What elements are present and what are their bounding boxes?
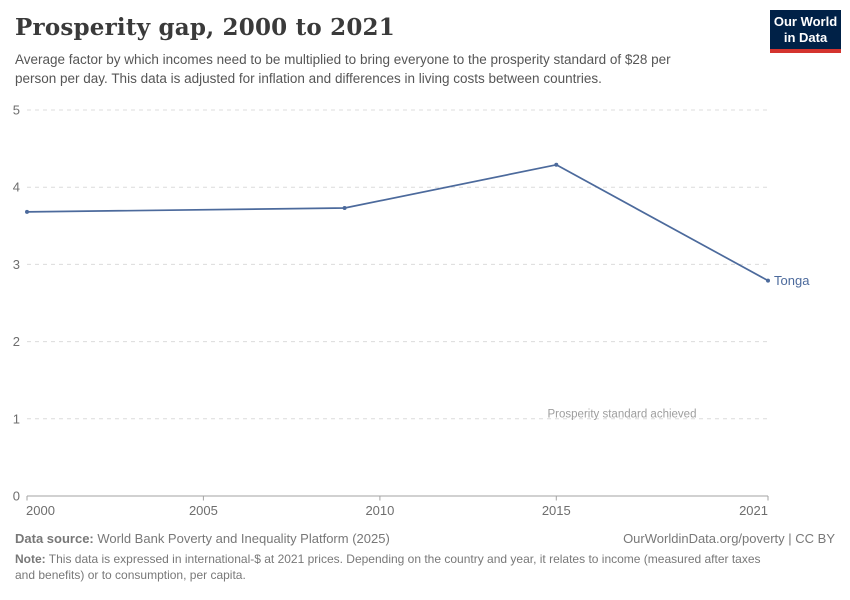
data-point[interactable] bbox=[25, 209, 29, 214]
source-row: Data source: World Bank Poverty and Ineq… bbox=[15, 530, 835, 547]
data-source-label: Data source: bbox=[15, 531, 94, 546]
y-tick-label: 2 bbox=[13, 334, 20, 349]
data-source: Data source: World Bank Poverty and Ineq… bbox=[15, 530, 390, 547]
owid-link[interactable]: OurWorldinData.org/poverty | CC BY bbox=[623, 531, 835, 546]
owid-logo-red-bar bbox=[770, 49, 841, 53]
owid-logo[interactable]: Our World in Data bbox=[770, 10, 841, 53]
chart-header: Prosperity gap, 2000 to 2021 Average fac… bbox=[15, 13, 755, 88]
y-tick-label: 4 bbox=[13, 180, 20, 195]
chart-footer: Data source: World Bank Poverty and Ineq… bbox=[15, 530, 835, 583]
owid-logo-line-1: Our World bbox=[773, 14, 838, 29]
note-line-2: and benefits) or to consumption, per cap… bbox=[15, 567, 246, 582]
series-line-tonga[interactable] bbox=[26, 163, 769, 282]
y-tick-label: 3 bbox=[13, 257, 20, 272]
subtitle-line-1: Average factor by which incomes need to … bbox=[15, 52, 671, 67]
page-title: Prosperity gap, 2000 to 2021 bbox=[15, 14, 395, 41]
series-end-label[interactable]: Tonga bbox=[774, 273, 810, 288]
data-source-text: World Bank Poverty and Inequality Platfo… bbox=[93, 531, 390, 546]
y-tick-label: 1 bbox=[13, 411, 20, 426]
y-tick-label: 5 bbox=[13, 103, 20, 118]
note-label: Note: bbox=[15, 552, 46, 566]
note-line-1: Note: This data is expressed in internat… bbox=[15, 552, 835, 568]
owid-logo-line-2: in Data bbox=[783, 30, 828, 45]
data-point[interactable] bbox=[766, 278, 770, 283]
note: Note: This data is expressed in internat… bbox=[15, 552, 835, 583]
note-text-1: This data is expressed in international-… bbox=[45, 552, 761, 566]
annotation-prosperity-standard: Prosperity standard achieved bbox=[548, 408, 697, 420]
y-tick-label: 0 bbox=[13, 489, 20, 504]
x-tick-label: 2015 bbox=[542, 503, 571, 518]
chart-subtitle: Average factor by which incomes need to … bbox=[15, 50, 755, 88]
subtitle-line-2: person per day. This data is adjusted fo… bbox=[15, 71, 602, 86]
x-tick-label: 2000 bbox=[26, 503, 55, 518]
data-point[interactable] bbox=[554, 162, 559, 167]
owid-logo-text: Our World in Data bbox=[770, 10, 841, 49]
x-tick-label: 2021 bbox=[739, 503, 768, 518]
x-tick-label: 2010 bbox=[365, 503, 394, 518]
data-point[interactable] bbox=[342, 206, 347, 210]
x-tick-label: 2005 bbox=[189, 503, 218, 518]
